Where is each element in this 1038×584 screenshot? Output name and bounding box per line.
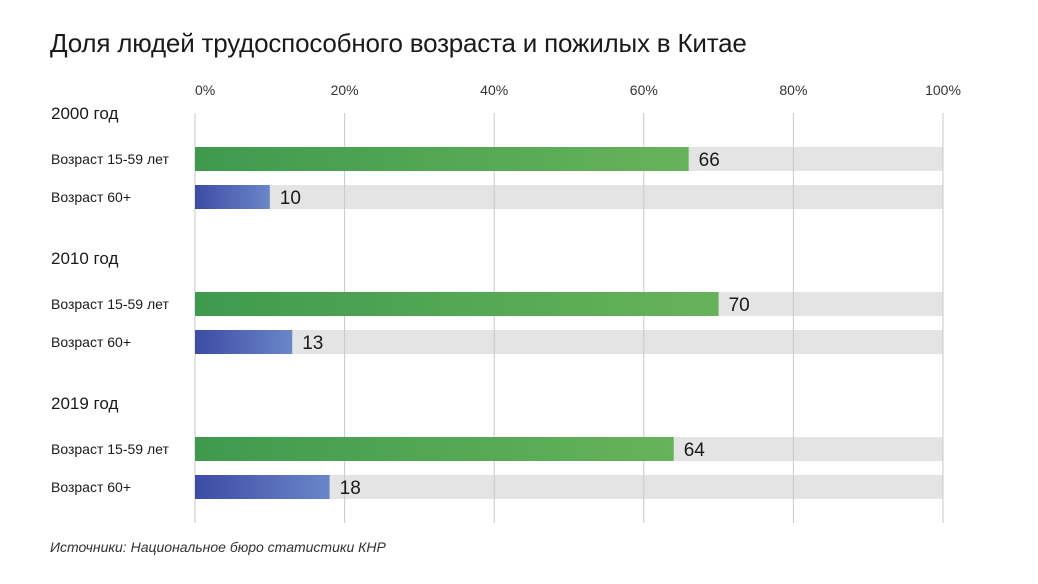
bar: [195, 292, 719, 316]
x-tick-label: 60%: [630, 82, 658, 98]
category-label: Возраст 60+: [51, 189, 131, 205]
chart-title: Доля людей трудоспособного возраста и по…: [50, 28, 747, 58]
bar: [195, 185, 270, 209]
value-label: 18: [340, 478, 361, 499]
bar-track: [195, 185, 943, 209]
bar: [195, 475, 330, 499]
value-label: 64: [684, 440, 706, 461]
category-label: Возраст 15-59 лет: [51, 151, 169, 167]
bar-track: [195, 330, 943, 354]
bar: [195, 437, 674, 461]
category-label: Возраст 15-59 лет: [51, 441, 169, 457]
category-label: Возраст 60+: [51, 479, 131, 495]
value-label: 13: [302, 333, 323, 354]
x-tick-label: 100%: [925, 82, 961, 98]
source-note: Источники: Национальное бюро статистики …: [50, 539, 386, 555]
x-tick-label: 0%: [195, 82, 215, 98]
value-label: 10: [280, 188, 301, 209]
group-label: 2000 год: [51, 104, 118, 123]
value-label: 70: [729, 295, 750, 316]
group-label: 2019 год: [51, 394, 118, 413]
x-tick-label: 40%: [480, 82, 508, 98]
bar: [195, 330, 293, 354]
category-label: Возраст 60+: [51, 334, 131, 350]
category-label: Возраст 15-59 лет: [51, 296, 169, 312]
x-tick-label: 80%: [779, 82, 807, 98]
x-tick-label: 20%: [331, 82, 359, 98]
value-label: 66: [699, 150, 720, 171]
group-label: 2010 год: [51, 249, 118, 268]
bar: [195, 147, 689, 171]
